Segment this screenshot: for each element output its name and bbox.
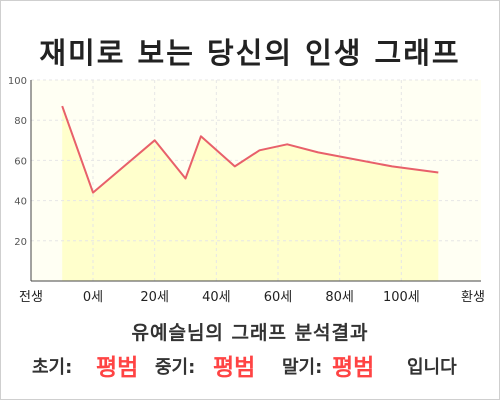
y-tick-label: 100 xyxy=(8,76,27,87)
y-tick-label: 20 xyxy=(14,237,27,248)
area-fill xyxy=(62,106,439,281)
x-tick-label: 40세 xyxy=(202,290,231,305)
x-tick-label: 20세 xyxy=(140,290,169,305)
x-tick-label: 80세 xyxy=(325,290,354,305)
result-summary: 초기: 평범 중기: 평범 말기: 평범 입니다 xyxy=(0,344,500,381)
life-graph-chart: 20 40 60 80 100 전생 0세 20세 40세 60세 80세 100세 환생 xyxy=(8,76,485,305)
x-tick-label: 60세 xyxy=(264,290,293,305)
x-tick-label: 환생 xyxy=(461,290,485,305)
y-tick-label: 40 xyxy=(14,197,27,208)
middle-label: 중기: xyxy=(155,357,196,378)
early-label: 초기: xyxy=(32,357,73,378)
x-tick-label: 0세 xyxy=(83,290,103,305)
chart-title: 재미로 보는 당신의 인생 그래프 xyxy=(39,36,461,70)
y-tick-label: 60 xyxy=(14,156,27,167)
late-label: 말기: xyxy=(282,357,323,378)
result-heading: 유예슬님의 그래프 분석결과 xyxy=(131,322,369,344)
x-tick-label: 100세 xyxy=(383,290,420,305)
y-tick-label: 80 xyxy=(14,116,27,127)
x-tick-label: 전생 xyxy=(19,290,43,305)
life-line xyxy=(61,105,439,194)
result-suffix: 입니다 xyxy=(407,357,457,378)
early-value: 평범 xyxy=(96,355,139,381)
late-value: 평범 xyxy=(332,355,375,381)
middle-value: 평범 xyxy=(213,355,256,381)
